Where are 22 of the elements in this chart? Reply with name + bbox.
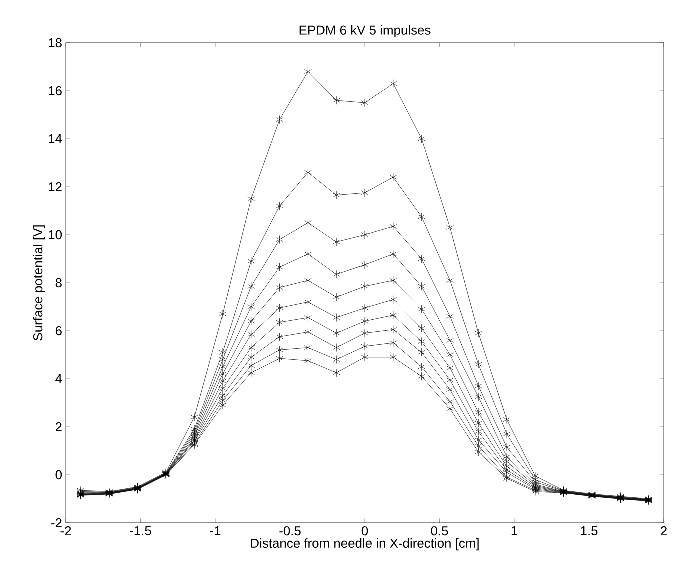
y-tick-label: 14 — [49, 134, 62, 144]
y-tick-label: 0 — [56, 470, 62, 480]
x-tick-label: 2 — [661, 526, 667, 536]
y-tick-label: -2 — [52, 518, 62, 528]
y-tick-label: 8 — [56, 278, 62, 288]
x-tick-label: 1.5 — [581, 526, 598, 536]
y-tick-label: 6 — [56, 326, 62, 336]
y-axis-title: Surface potential [V] — [33, 226, 46, 341]
y-tick-label: 4 — [56, 374, 62, 384]
y-tick-label: 2 — [56, 422, 62, 432]
y-tick-label: 18 — [49, 38, 62, 48]
y-tick-label: 10 — [49, 230, 62, 240]
x-tick-label: 1 — [512, 526, 518, 536]
y-tick-label: 16 — [49, 86, 62, 96]
x-tick-label: -1.5 — [130, 526, 152, 536]
chart-title: EPDM 6 kV 5 impulses — [300, 25, 431, 38]
x-tick-label: 0 — [362, 526, 368, 536]
x-axis-title: Distance from needle in X-direction [cm] — [251, 538, 479, 551]
x-tick-label: 0.5 — [431, 526, 448, 536]
x-tick-label: -1 — [210, 526, 221, 536]
x-tick-label: -0.5 — [280, 526, 301, 536]
y-tick-label: 12 — [49, 182, 62, 192]
